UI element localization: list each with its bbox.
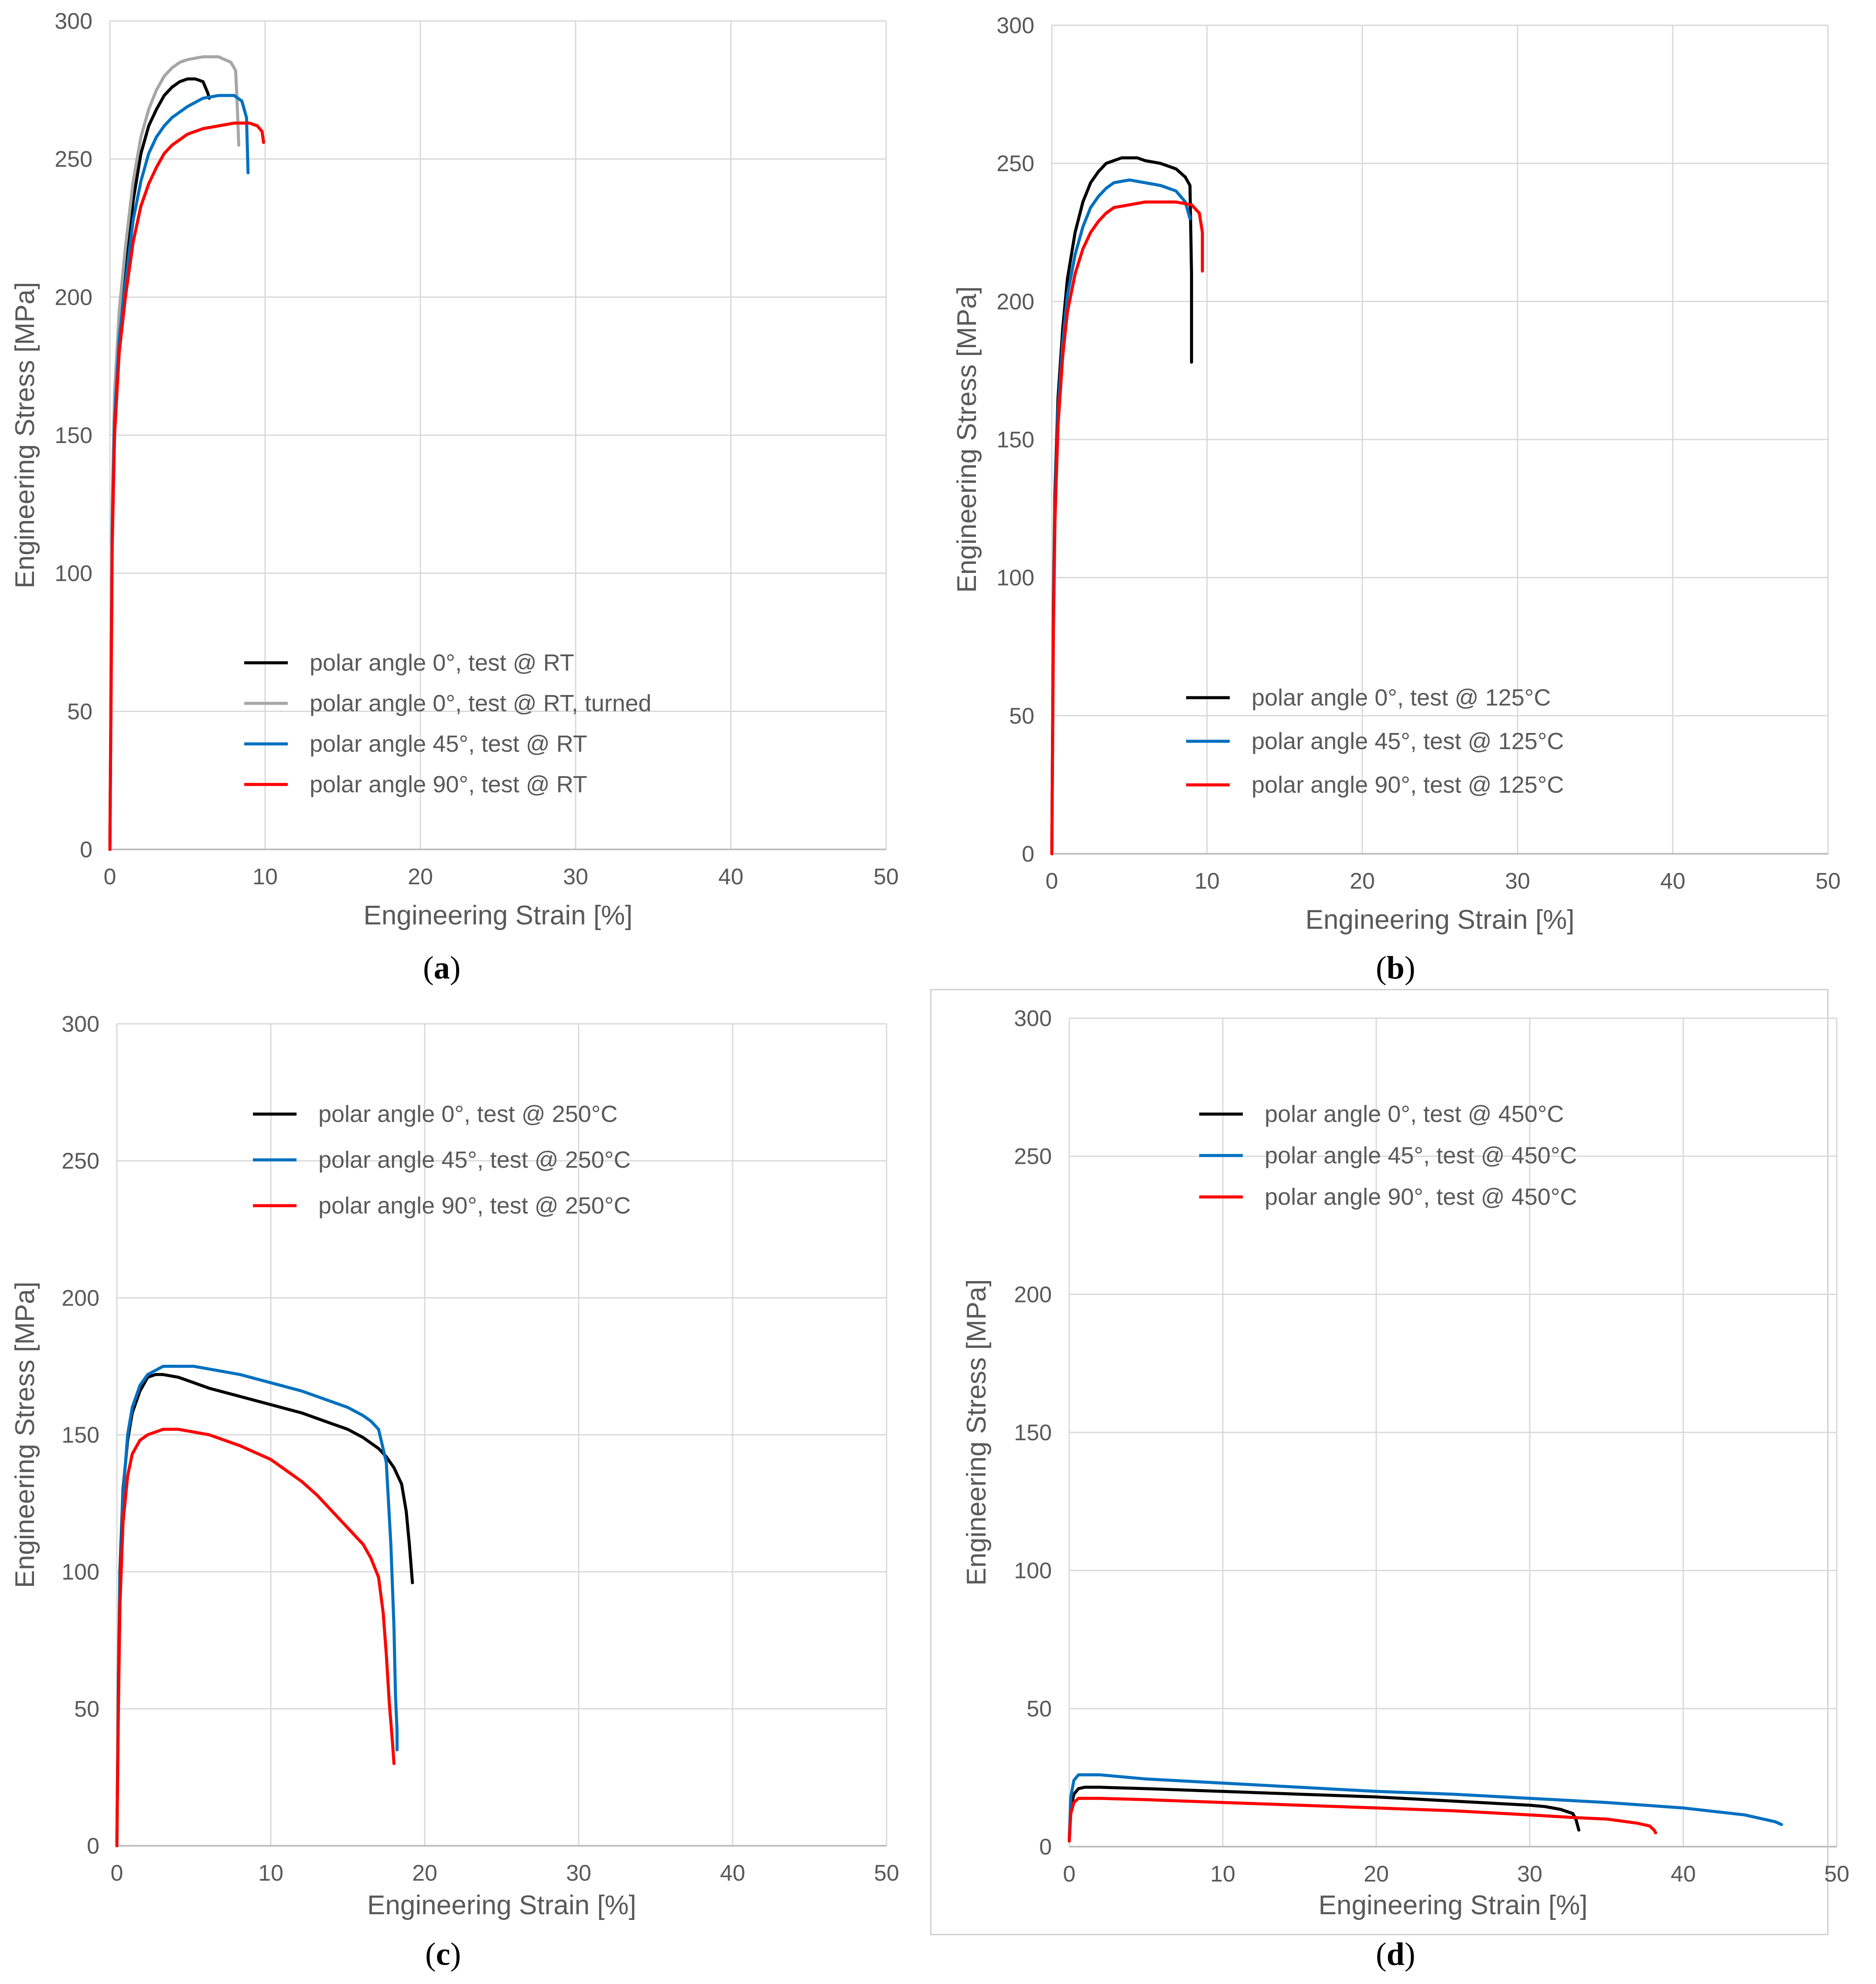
caption-c: (c) (425, 1936, 461, 1972)
chart-d: 0 50 100 150 200 250 300 0 10 20 30 40 50 Engineering… (962, 1006, 1849, 1920)
x-axis-title: Engineering Strain [%] (1306, 905, 1575, 935)
caption-a: (a) (423, 950, 461, 986)
chart-b: 0 50 100 150 200 250 300 0 10 20 30 40 50 Engineering… (952, 13, 1841, 935)
y-axis-title: Engineering Stress [MPa] (952, 286, 982, 593)
y-axis-title: Engineering Stress [MPa] (962, 1279, 992, 1585)
y-tick-label: 200 (996, 289, 1034, 314)
x-tick-label: 30 (1505, 869, 1530, 894)
x-tick-label: 20 (412, 1861, 437, 1886)
x-tick-label: 30 (566, 1861, 591, 1886)
x-tick-label: 40 (1660, 869, 1685, 894)
x-tick-label: 50 (1824, 1861, 1849, 1887)
y-tick-label: 250 (996, 151, 1034, 177)
legend-label: polar angle 0°, test @ 250°C (318, 1101, 617, 1127)
y-tick-label: 100 (1014, 1558, 1052, 1584)
chart-panel-b: 0 50 100 150 200 250 300 0 10 20 30 40 50 Engineering… (942, 0, 1876, 951)
legend-label: polar angle 45°, test @ 125°C (1252, 728, 1564, 754)
legend-label: polar angle 0°, test @ 125°C (1252, 685, 1551, 711)
x-tick-label: 50 (873, 864, 899, 890)
legend-label: polar angle 90°, test @ 125°C (1252, 772, 1564, 798)
y-tick-label: 50 (1009, 703, 1034, 729)
y-tick-label: 150 (996, 427, 1034, 453)
x-tick-label: 30 (563, 864, 588, 890)
x-tick-label: 0 (111, 1861, 123, 1886)
x-tick-label: 10 (258, 1861, 283, 1886)
x-tick-label: 10 (1210, 1861, 1235, 1887)
y-tick-label: 200 (61, 1285, 99, 1311)
x-tick-label: 20 (1364, 1861, 1389, 1887)
series-line-2 (115, 1428, 396, 1848)
x-tick-label: 40 (720, 1861, 745, 1886)
y-tick-label: 200 (1014, 1282, 1052, 1307)
x-tick-label: 10 (1194, 869, 1220, 894)
y-axis-title: Engineering Stress [MPa] (10, 282, 40, 588)
y-tick-label: 300 (996, 13, 1034, 38)
y-tick-label: 300 (55, 9, 92, 34)
y-tick-label: 0 (87, 1834, 99, 1859)
x-tick-label: 50 (1815, 869, 1841, 894)
y-tick-label: 50 (74, 1697, 99, 1722)
legend-label: polar angle 0°, test @ RT, turned (310, 690, 651, 716)
y-tick-label: 250 (61, 1149, 99, 1174)
x-tick-label: 40 (718, 864, 744, 890)
y-tick-label: 200 (55, 285, 92, 310)
y-tick-label: 0 (1022, 842, 1034, 867)
caption-b: (b) (1376, 950, 1416, 986)
y-tick-label: 0 (1039, 1834, 1052, 1860)
y-tick-label: 150 (55, 423, 92, 448)
series-line-2 (1068, 1797, 1658, 1843)
x-tick-label: 50 (874, 1861, 899, 1886)
y-tick-label: 250 (55, 147, 92, 172)
series-line-1 (1068, 1773, 1783, 1840)
x-tick-label: 30 (1517, 1861, 1542, 1887)
legend-label: polar angle 90°, test @ 450°C (1265, 1184, 1577, 1210)
y-tick-label: 300 (1014, 1006, 1052, 1031)
chart-panel-a: 0 50 100 150 200 250 300 0 10 20 30 40 50 Engineering… (0, 0, 929, 951)
x-axis-title: Engineering Strain [%] (1319, 1890, 1588, 1920)
x-tick-label: 10 (252, 864, 278, 890)
y-tick-label: 300 (61, 1012, 99, 1037)
legend-label: polar angle 0°, test @ 450°C (1265, 1101, 1564, 1127)
x-tick-label: 0 (1063, 1861, 1076, 1887)
series-line-1 (115, 1364, 399, 1848)
chart-frame-d (930, 989, 1828, 1935)
y-tick-label: 150 (61, 1423, 99, 1448)
series-line-0 (108, 77, 211, 851)
chart-panel-d: 0 50 100 150 200 250 300 0 10 20 30 40 50 Engineering… (942, 994, 1876, 1936)
y-tick-label: 50 (1027, 1696, 1052, 1722)
y-tick-label: 150 (1014, 1420, 1052, 1445)
legend-label: polar angle 45°, test @ 250°C (318, 1147, 631, 1173)
chart-panel-c: 0 50 100 150 200 250 300 0 10 20 30 40 50 Engineering… (0, 994, 929, 1936)
x-tick-label: 20 (1350, 869, 1375, 894)
y-tick-label: 100 (55, 561, 92, 586)
legend-label: polar angle 90°, test @ 250°C (318, 1193, 631, 1219)
series-line-3 (108, 121, 265, 851)
y-tick-label: 50 (67, 699, 92, 724)
chart-a: 0 50 100 150 200 250 300 0 10 20 30 40 50 Engineering… (10, 9, 899, 931)
legend-label: polar angle 0°, test @ RT (310, 650, 574, 676)
chart-c: 0 50 100 150 200 250 300 0 10 20 30 40 50 Engineering… (10, 1012, 899, 1920)
y-axis-title: Engineering Stress [MPa] (10, 1282, 40, 1588)
x-axis-title: Engineering Strain [%] (364, 900, 633, 931)
legend-label: polar angle 45°, test @ 450°C (1265, 1142, 1577, 1169)
series-line-1 (108, 55, 240, 851)
series-line-2 (1050, 200, 1204, 856)
series-line-0 (115, 1373, 414, 1848)
y-tick-label: 0 (80, 837, 92, 862)
caption-d: (d) (1376, 1936, 1416, 1972)
legend-label: polar angle 45°, test @ RT (310, 731, 587, 757)
legend-label: polar angle 90°, test @ RT (310, 771, 587, 798)
y-tick-label: 100 (996, 566, 1034, 591)
x-tick-label: 0 (1046, 869, 1058, 894)
y-tick-label: 250 (1014, 1144, 1052, 1169)
y-tick-label: 100 (61, 1560, 99, 1585)
x-tick-label: 40 (1671, 1861, 1696, 1887)
series-line-0 (1068, 1786, 1581, 1843)
x-tick-label: 20 (408, 864, 433, 890)
x-axis-title: Engineering Strain [%] (367, 1890, 636, 1920)
x-tick-label: 0 (104, 864, 116, 890)
